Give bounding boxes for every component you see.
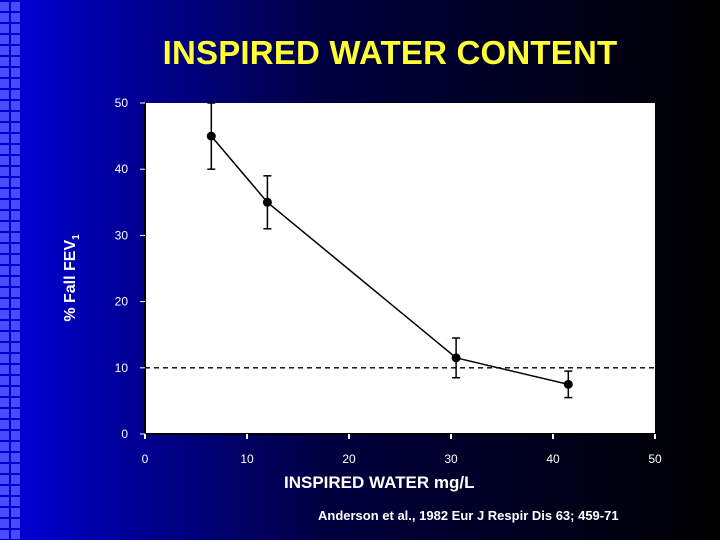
x-tick-label: 50 (648, 452, 662, 466)
axes (144, 103, 655, 435)
y-axis-label: % Fall FEV1 (62, 234, 82, 321)
data-point (563, 379, 573, 389)
decorative-strip (0, 0, 22, 540)
y-axis-label-main: % Fall FEV (61, 239, 79, 322)
y-tick-label: 20 (115, 295, 129, 309)
y-axis-label-subscript: 1 (71, 234, 83, 240)
x-tick-label: 10 (240, 452, 254, 466)
y-tick-label: 30 (115, 228, 129, 242)
y-tick-label: 40 (115, 162, 129, 176)
y-tick-label: 0 (121, 427, 128, 441)
chart-title: INSPIRED WATER CONTENT (162, 34, 618, 71)
x-tick-label: 40 (546, 452, 560, 466)
citation: Anderson et al., 1982 Eur J Respir Dis 6… (318, 508, 619, 523)
y-ticks: 0 10 20 30 40 50 (115, 96, 145, 441)
data-point (451, 353, 461, 363)
x-ticks: 0 10 20 30 40 50 (142, 434, 662, 466)
series (206, 102, 573, 399)
series-line (210, 135, 569, 386)
data-point (206, 131, 216, 141)
y-tick-label: 10 (115, 361, 129, 375)
data-point (262, 197, 272, 207)
y-tick-label: 50 (115, 96, 129, 110)
x-tick-label: 20 (342, 452, 356, 466)
x-tick-label: 0 (142, 452, 149, 466)
plot-area (145, 103, 655, 434)
x-tick-label: 30 (444, 452, 458, 466)
x-axis-label: INSPIRED WATER mg/L (284, 473, 475, 492)
